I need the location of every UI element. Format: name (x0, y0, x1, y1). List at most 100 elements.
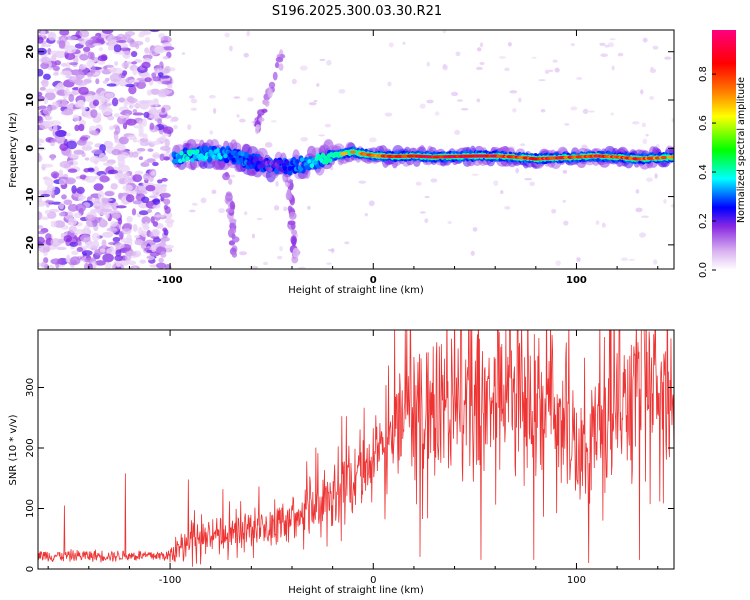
noise-speckle (600, 53, 608, 57)
noise-speckle (42, 107, 52, 115)
noise-speckle (126, 215, 133, 223)
noise-speckle (641, 122, 646, 128)
faint-feature-blob (258, 117, 265, 122)
noise-speckle (79, 174, 87, 180)
noise-speckle (554, 67, 560, 73)
track-core (234, 151, 239, 157)
noise-speckle (106, 35, 117, 45)
faint-feature-blob (288, 211, 297, 220)
noise-speckle (72, 114, 80, 122)
faint-feature-blob (291, 229, 298, 236)
noise-speckle (318, 134, 326, 137)
faint-feature-blob (267, 88, 273, 99)
noise-speckle (81, 250, 93, 256)
noise-speckle (68, 218, 78, 226)
track-body (207, 155, 213, 163)
noise-speckle (646, 177, 653, 183)
noise-speckle (47, 31, 57, 41)
colorbar-tick-label: 0.2 (698, 213, 709, 229)
noise-speckle (83, 168, 91, 173)
noise-speckle (92, 43, 102, 47)
noise-speckle (107, 169, 118, 175)
noise-speckle (52, 124, 58, 132)
noise-speckle (181, 52, 186, 56)
noise-speckle (61, 194, 67, 200)
noise-speckle (38, 225, 44, 229)
noise-speckle (154, 65, 162, 69)
noise-speckle (66, 35, 78, 41)
noise-speckle (610, 112, 614, 116)
noise-speckle (187, 124, 192, 130)
noise-speckle (102, 253, 114, 263)
noise-speckle (106, 247, 116, 256)
snr-panel: -100 0 100 0 100 200 300 Height of straight li… (8, 329, 675, 596)
y-tick-label: 100 (25, 499, 36, 518)
noise-speckle (41, 78, 49, 88)
noise-speckle (143, 173, 150, 181)
track-core (287, 166, 293, 171)
noise-speckle (132, 174, 143, 183)
noise-speckle (169, 118, 174, 123)
x-tick-label: 0 (370, 275, 377, 286)
track-core (258, 156, 263, 162)
noise-speckle (164, 138, 170, 148)
noise-speckle (108, 67, 117, 73)
noise-speckle (45, 88, 56, 94)
noise-speckle (564, 123, 570, 126)
noise-speckle (233, 96, 241, 99)
noise-speckle (41, 56, 51, 64)
noise-speckle (319, 58, 326, 61)
noise-speckle (91, 240, 100, 249)
noise-speckle (65, 132, 71, 137)
noise-speckle (162, 126, 174, 135)
noise-speckle (402, 41, 406, 45)
track-core (215, 147, 221, 153)
faint-feature (222, 171, 240, 258)
noise-speckle (100, 208, 113, 213)
noise-speckle (152, 204, 161, 209)
noise-speckle (91, 65, 96, 74)
noise-speckle (85, 214, 96, 222)
noise-speckle (479, 61, 485, 66)
noise-speckle (144, 77, 152, 83)
faint-feature-blob (292, 247, 300, 258)
noise-speckle (601, 222, 606, 228)
noise-speckle (78, 197, 84, 202)
noise-speckle (120, 260, 130, 266)
noise-speckle (243, 52, 249, 58)
noise-speckle (96, 112, 102, 121)
noise-speckle (79, 53, 89, 61)
noise-speckle (135, 43, 140, 50)
noise-speckle (141, 61, 151, 69)
noise-speckle (476, 47, 482, 52)
noise-speckle (131, 208, 137, 216)
noise-speckle (114, 125, 121, 135)
noise-speckle (364, 213, 368, 217)
noise-speckle (84, 262, 89, 269)
noise-speckle (111, 201, 119, 211)
noise-speckle (595, 220, 600, 225)
track-core (231, 157, 237, 163)
noise-speckle (152, 198, 161, 205)
track-core (185, 156, 190, 162)
noise-speckle (229, 174, 236, 178)
noise-speckle (63, 235, 73, 243)
noise-speckle (104, 92, 114, 98)
track-core (295, 159, 300, 165)
snr-series-line (38, 330, 674, 567)
noise-speckle (338, 89, 346, 94)
noise-speckle (43, 120, 54, 127)
faint-feature-blob (272, 71, 278, 81)
noise-speckle (143, 111, 150, 119)
noise-speckle (97, 190, 105, 200)
noise-speckle (47, 264, 55, 269)
faint-feature-blob (291, 236, 297, 247)
noise-speckle (75, 71, 85, 80)
snr-xlabel: Height of straight line (km) (288, 585, 424, 596)
noise-speckle (531, 56, 537, 59)
noise-speckle (264, 142, 273, 148)
noise-speckle (149, 195, 158, 199)
noise-speckle (493, 180, 499, 186)
noise-speckle (81, 145, 93, 151)
track-core (279, 159, 284, 165)
